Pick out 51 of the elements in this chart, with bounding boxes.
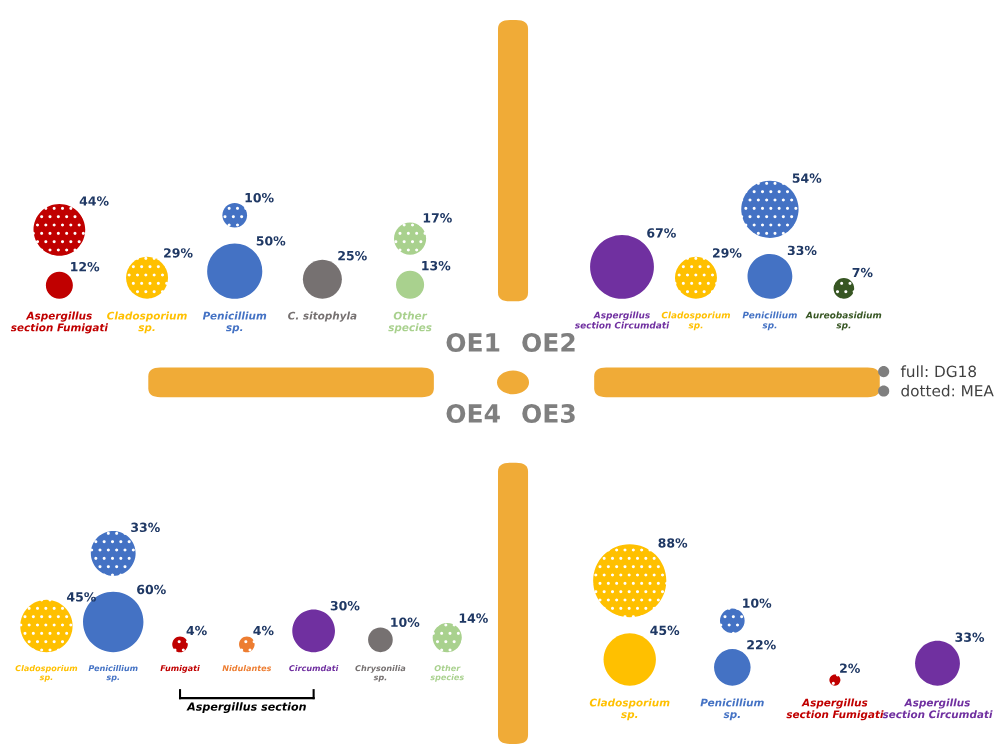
data-label: 45% [66,592,96,602]
data-label: 60% [137,584,166,595]
data-label: 45% [650,625,680,636]
data-label: 50% [256,236,286,246]
category-label: Penicillium sp. [700,698,764,721]
data-label: 22% [747,640,776,650]
category-label: Other species [388,311,432,334]
data-label: 10% [391,617,420,627]
legend-label: dotted: MEA [901,384,994,397]
category-label: Penicillium sp. [202,311,267,334]
category-label: Fumigati [160,664,200,673]
legend-label: full: DG18 [900,365,977,378]
category-label: Cladosporium sp. [15,664,78,682]
data-label: 4% [186,625,207,636]
data-label: 33% [955,632,985,642]
data-label: 44% [79,196,109,206]
category-label: Cladosporium sp. [107,311,187,334]
data-label: 54% [792,173,822,183]
text: OE4 [446,404,500,423]
category-label: Other species [430,664,464,682]
category-label: Aureobasidium sp. [805,311,882,331]
data-label: 10% [743,598,772,608]
data-label: 4% [253,625,274,636]
data-label: 13% [422,260,451,271]
text: OE3 [522,404,575,423]
category-label: Aspergillus section Fumigati [786,698,884,721]
category-label: Penicillium sp. [88,664,138,682]
category-label: Aspergillus section Circumdati [882,698,993,719]
category-label: Circumdati [289,664,339,672]
data-label: 30% [330,600,360,611]
data-label: 14% [459,613,488,623]
data-label: 29% [164,248,193,258]
data-label: 25% [338,250,367,261]
data-label: 67% [647,228,676,238]
category-label: C. sitophyla [288,311,357,322]
text: Aspergillus section [186,702,306,713]
text: OE1 [446,333,500,352]
data-label: 12% [71,261,100,272]
data-label: 33% [131,522,160,533]
category-label: Nidulantes [222,664,272,672]
text: OE2 [522,333,575,352]
data-label: 88% [658,538,688,548]
data-label: 33% [787,245,817,256]
data-label: 2% [840,663,860,673]
category-label: Chrysonilia sp. [355,664,406,682]
data-label: 17% [423,213,452,223]
data-label: 29% [712,248,742,258]
category-label: Cladosporium sp. [589,698,670,721]
category-label: Penicillium sp. [742,311,797,331]
data-label: 10% [245,192,274,203]
data-label: 7% [852,267,873,278]
